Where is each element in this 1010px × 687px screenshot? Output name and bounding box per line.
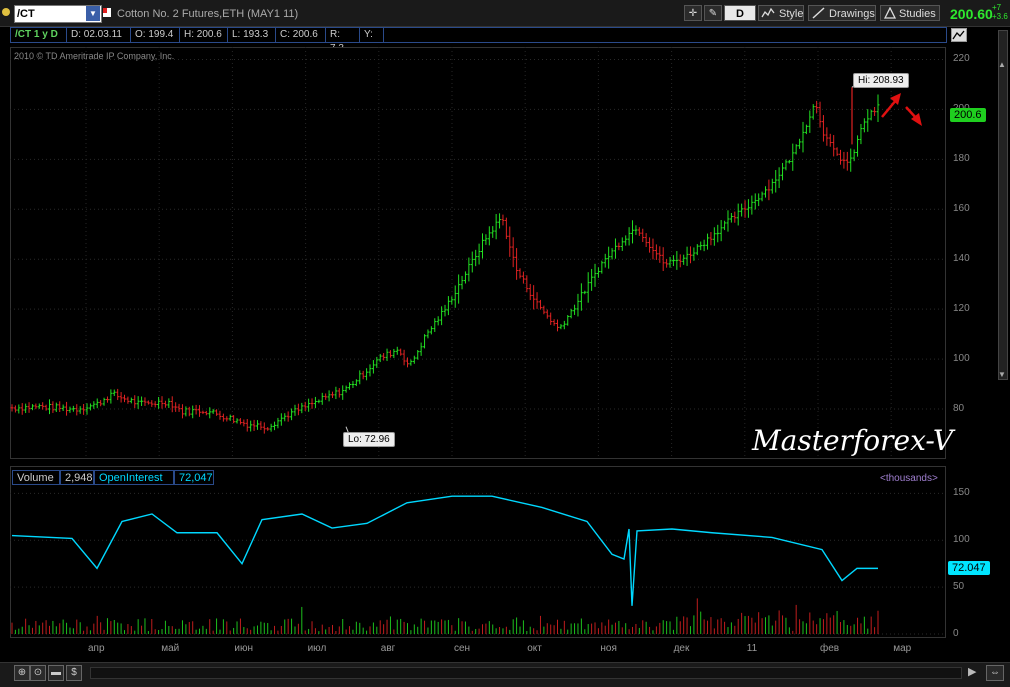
watermark: Masterforex-V	[752, 424, 954, 457]
volume-tick-label: 0	[953, 628, 959, 639]
symbol-description: Cotton No. 2 Futures,ETH (MAY1 11)	[117, 8, 299, 20]
horizontal-scrollbar[interactable]	[90, 667, 962, 679]
symbol-dropdown-icon[interactable]: ▼	[86, 6, 100, 21]
arrow-down-head	[911, 113, 922, 126]
price-tick-label: 160	[953, 203, 970, 215]
x-axis-label: 11	[746, 643, 758, 654]
oi-badge: 72.047	[948, 561, 990, 575]
x-axis-label: дек	[673, 643, 690, 654]
x-axis-label: сен	[454, 643, 471, 654]
studies-label: Studies	[899, 8, 936, 20]
price-tick-label: 100	[953, 353, 970, 365]
price-chart[interactable]	[10, 47, 946, 459]
x-axis-label: ноя	[600, 643, 617, 654]
price-tick-label: 220	[953, 53, 970, 65]
style-icon	[761, 7, 775, 18]
crosshair-tool-icon[interactable]: ✛	[684, 5, 702, 21]
x-axis-label: фев	[820, 643, 840, 654]
scroll-down-icon[interactable]: ▼	[998, 370, 1006, 379]
drawings-icon	[812, 7, 825, 19]
x-axis-label: авг	[380, 643, 396, 654]
studies-button[interactable]: Studies	[880, 5, 940, 21]
trend-arrows	[881, 93, 922, 126]
units-label: <thousands>	[880, 473, 938, 484]
price-tick-label: 140	[953, 253, 970, 265]
percent-change: +3.6	[992, 12, 1008, 21]
link-icon[interactable]	[2, 8, 10, 16]
price-tick-label: 120	[953, 303, 970, 315]
style-label: Style	[779, 8, 804, 20]
copyright-notice: 2010 © TD Ameritrade IP Company, Inc.	[14, 51, 175, 61]
last-price: 200.60	[950, 6, 993, 22]
volume-pane[interactable]	[10, 466, 946, 638]
price-tick-label: 80	[953, 403, 965, 415]
arrow-up-head	[890, 93, 901, 105]
info-low: L: 193.3	[228, 28, 276, 42]
info-date: D: 02.03.11	[67, 28, 131, 42]
x-axis-label: июл	[307, 643, 327, 654]
price-tick-label: 180	[953, 153, 970, 165]
symbol-input[interactable]	[17, 7, 83, 20]
high-label: Hi: 208.93	[853, 73, 909, 88]
oi-label[interactable]: OpenInterest	[94, 470, 174, 485]
info-open: O: 199.4	[131, 28, 180, 42]
chart-settings-icon[interactable]	[951, 28, 967, 42]
info-symbol-period[interactable]: /CT 1 y D	[11, 28, 67, 42]
volume-tick-label: 150	[953, 487, 970, 499]
zoom-in-icon[interactable]: ⊕	[14, 665, 30, 681]
symbol-field[interactable]	[14, 5, 102, 23]
last-price-badge: 200.6	[950, 108, 986, 122]
ohlc-info-bar	[10, 27, 947, 43]
volume-tick-label: 100	[953, 534, 970, 546]
pen-tool-icon[interactable]: ✎	[704, 5, 722, 21]
flag-icon[interactable]	[102, 7, 112, 18]
x-axis-label: окт	[527, 643, 542, 654]
volume-tick-label: 50	[953, 581, 965, 593]
x-axis-label: мар	[893, 643, 912, 654]
open-interest-line	[11, 495, 878, 606]
info-close: C: 200.6	[276, 28, 326, 42]
low-label: Lo: 72.96	[343, 432, 395, 447]
x-axis-label: апр	[88, 643, 105, 654]
volume-chart[interactable]	[10, 466, 946, 638]
info-y: Y:	[360, 28, 384, 42]
drawings-label: Drawings	[829, 8, 875, 20]
zoom-reset-icon[interactable]: ⊙	[30, 665, 46, 681]
price-pane[interactable]	[10, 47, 946, 459]
info-range: R: 7.3	[326, 28, 360, 54]
net-change: +7	[992, 3, 1002, 12]
arrow-up-shaft	[881, 98, 898, 118]
oi-value: 72,047	[174, 470, 214, 485]
volume-value: 2,948	[60, 470, 94, 485]
dollar-icon[interactable]: $	[66, 665, 82, 681]
volume-label[interactable]: Volume	[12, 470, 60, 485]
expand-icon[interactable]: ⇔	[986, 665, 1004, 681]
x-axis-label: июн	[234, 643, 253, 654]
period-button[interactable]: D	[724, 5, 756, 21]
style-button[interactable]: Style	[758, 5, 804, 21]
vertical-scrollbar[interactable]	[998, 30, 1008, 380]
studies-icon	[884, 7, 896, 19]
scroll-up-icon[interactable]: ▲	[998, 60, 1006, 69]
info-high: H: 200.6	[180, 28, 228, 42]
drawings-button[interactable]: Drawings	[808, 5, 876, 21]
collapse-icon[interactable]: ▬	[48, 665, 64, 681]
x-axis-label: май	[161, 643, 180, 654]
scroll-right-icon[interactable]: ▶	[968, 666, 977, 678]
